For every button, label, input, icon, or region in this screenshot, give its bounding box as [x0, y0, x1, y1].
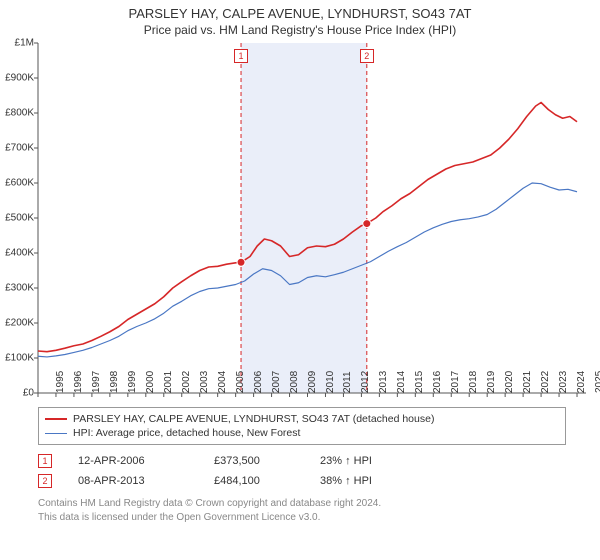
legend-item: HPI: Average price, detached house, New … [45, 426, 559, 440]
legend-box: PARSLEY HAY, CALPE AVENUE, LYNDHURST, SO… [38, 407, 566, 445]
legend-swatch [45, 433, 67, 434]
y-tick-label: £1M [15, 38, 38, 49]
chart-svg [38, 43, 586, 393]
chart-container: PARSLEY HAY, CALPE AVENUE, LYNDHURST, SO… [0, 0, 600, 560]
footer-attribution: Contains HM Land Registry data © Crown c… [0, 491, 600, 524]
sale-date: 08-APR-2013 [78, 475, 188, 487]
sale-row-marker: 2 [38, 474, 52, 488]
footer-line-2: This data is licensed under the Open Gov… [38, 511, 566, 525]
sale-delta: 38% ↑ HPI [320, 475, 410, 487]
y-tick-label: £700K [5, 143, 38, 154]
sale-rows: 1 12-APR-2006 £373,500 23% ↑ HPI 2 08-APR-201… [0, 451, 600, 491]
y-tick-label: £300K [5, 283, 38, 294]
chart-subtitle: Price paid vs. HM Land Registry's House … [0, 21, 600, 43]
y-tick-label: £900K [5, 73, 38, 84]
x-tick-label: 2025 [580, 371, 600, 393]
y-tick-label: £200K [5, 318, 38, 329]
footer-line-1: Contains HM Land Registry data © Crown c… [38, 497, 566, 511]
y-tick-label: £600K [5, 178, 38, 189]
y-tick-label: £800K [5, 108, 38, 119]
legend-item: PARSLEY HAY, CALPE AVENUE, LYNDHURST, SO… [45, 412, 559, 426]
sale-marker: 1 [234, 49, 248, 63]
chart-title: PARSLEY HAY, CALPE AVENUE, LYNDHURST, SO… [0, 0, 600, 21]
legend-label: HPI: Average price, detached house, New … [73, 427, 300, 439]
y-tick-label: £500K [5, 213, 38, 224]
sale-row: 1 12-APR-2006 £373,500 23% ↑ HPI [0, 451, 600, 471]
sale-row-marker: 1 [38, 454, 52, 468]
sale-row: 2 08-APR-2013 £484,100 38% ↑ HPI [0, 471, 600, 491]
sale-price: £484,100 [214, 475, 294, 487]
y-tick-label: £0 [23, 388, 38, 399]
y-tick-label: £400K [5, 248, 38, 259]
legend-label: PARSLEY HAY, CALPE AVENUE, LYNDHURST, SO… [73, 413, 434, 425]
sale-marker: 2 [360, 49, 374, 63]
legend-swatch [45, 418, 67, 420]
sale-date: 12-APR-2006 [78, 455, 188, 467]
chart-plot-area: £0£100K£200K£300K£400K£500K£600K£700K£80… [38, 43, 586, 393]
sale-delta: 23% ↑ HPI [320, 455, 410, 467]
sale-price: £373,500 [214, 455, 294, 467]
y-tick-label: £100K [5, 353, 38, 364]
